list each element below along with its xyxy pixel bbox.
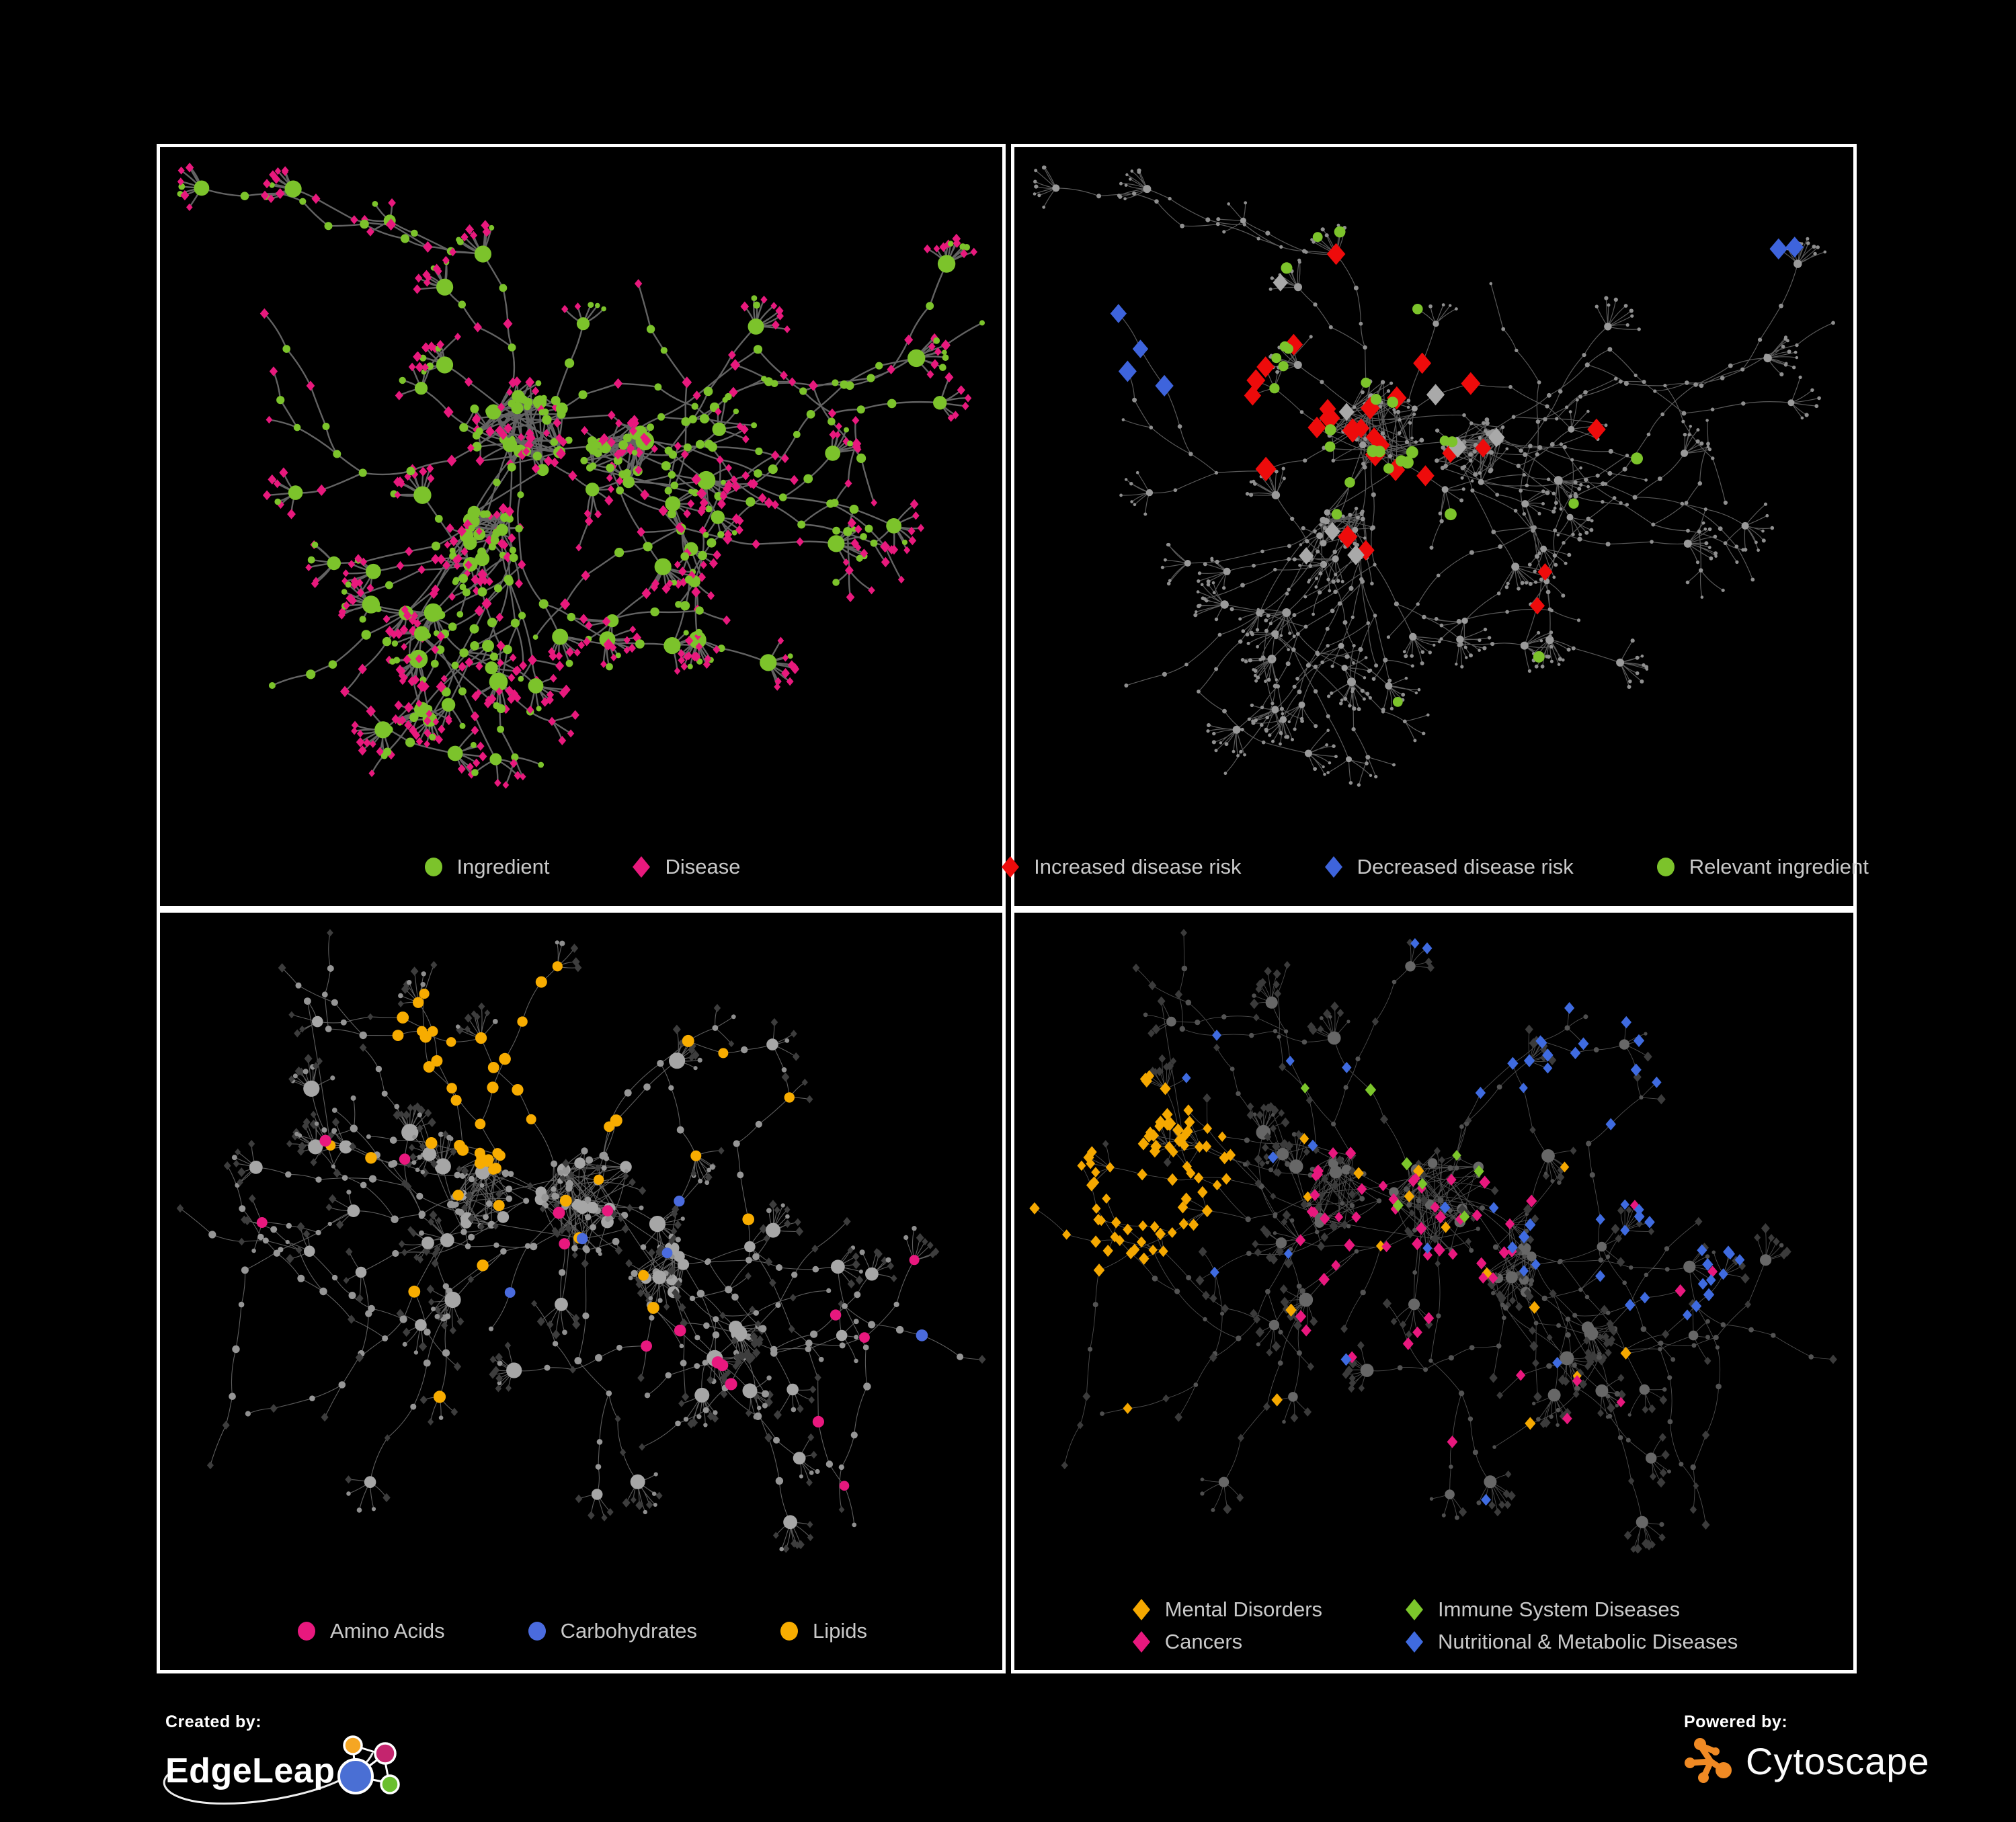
legend-bottom-left: Amino Acids Carbohydrates Lipids: [160, 1619, 1002, 1643]
edgeleap-wordmark: EdgeLeap: [165, 1751, 335, 1790]
legend-item-disease: Disease: [630, 855, 740, 879]
legend-swatch-diamond-icon: [1002, 856, 1020, 878]
legend-swatch-diamond-icon: [1324, 856, 1342, 878]
legend-item-label: Increased disease risk: [1034, 855, 1242, 878]
cytoscape-wordmark: Cytoscape: [1746, 1739, 1930, 1782]
legend-item-label: Nutritional & Metabolic Diseases: [1438, 1630, 1738, 1653]
legend-item-lipids: Lipids: [778, 1619, 867, 1643]
powered-by-label: Powered by:: [1684, 1712, 1788, 1731]
legend-swatch-circle-icon: [528, 1622, 546, 1641]
legend-item-relevant-ingredient: Relevant ingredient: [1654, 855, 1869, 879]
legend-swatch-diamond-icon: [1132, 1599, 1150, 1620]
legend-item-label: Carbohydrates: [560, 1619, 697, 1643]
legend-item-label: Decreased disease risk: [1357, 855, 1574, 878]
legend-top-right: Increased disease risk Decreased disease …: [1002, 855, 1869, 879]
legend-swatch-diamond-icon: [1132, 1631, 1150, 1653]
legend-item-label: Amino Acids: [330, 1619, 445, 1643]
legend-bottom-right: Mental Disorders Immune System Diseases Ca…: [1014, 1598, 1853, 1654]
legend-item-label: Cancers: [1164, 1630, 1243, 1653]
panel-ingredient-disease: Ingredient Disease: [157, 144, 1006, 909]
legend-item-amino-acids: Amino Acids: [295, 1619, 445, 1643]
legend-item-decreased-disease-risk: Decreased disease risk: [1322, 855, 1574, 879]
legend-item-ingredient: Ingredient: [422, 855, 550, 879]
legend-swatch-diamond-icon: [633, 856, 651, 878]
legend-swatch-diamond-icon: [1406, 1599, 1424, 1620]
legend-item-increased-disease-risk: Increased disease risk: [999, 855, 1242, 879]
legend-item-label: Immune System Diseases: [1438, 1598, 1681, 1621]
network-graph-ingredient-disease: [177, 163, 985, 789]
cytoscape-logo-icon: [1685, 1738, 1732, 1783]
legend-item-label: Disease: [665, 855, 741, 878]
panel-disease-classes: Mental Disorders Immune System Diseases Ca…: [1011, 909, 1857, 1673]
network-graph-disease-risk: [1033, 165, 1835, 787]
legend-item-carbohydrates: Carbohydrates: [526, 1619, 697, 1643]
legend-top-left: Ingredient Disease: [160, 855, 1002, 879]
legend-item-immune-system-diseases: Immune System Diseases: [1403, 1598, 1680, 1622]
edgeleap-logo-icon: [337, 1735, 400, 1794]
legend-swatch-diamond-icon: [1406, 1631, 1424, 1653]
legend-swatch-circle-icon: [1656, 858, 1675, 876]
legend-item-nutritional-metabolic-diseases: Nutritional & Metabolic Diseases: [1403, 1630, 1738, 1654]
legend-item-cancers: Cancers: [1130, 1630, 1242, 1654]
created-by-label: Created by:: [165, 1712, 262, 1731]
network-graph-ingredient-classes: [176, 929, 986, 1553]
legend-item-label: Mental Disorders: [1164, 1598, 1323, 1621]
panel-ingredient-classes: Amino Acids Carbohydrates Lipids: [157, 909, 1006, 1673]
panel-disease-risk: Increased disease risk Decreased disease …: [1002, 144, 1869, 909]
legend-swatch-circle-icon: [298, 1622, 316, 1641]
legend-item-mental-disorders: Mental Disorders: [1130, 1598, 1322, 1622]
created-by-block: Created by: EdgeLeap: [163, 1712, 448, 1807]
legend-swatch-circle-icon: [780, 1622, 798, 1641]
network-graph-disease-classes: [1029, 929, 1837, 1554]
legend-item-label: Relevant ingredient: [1689, 855, 1869, 878]
legend-swatch-circle-icon: [424, 858, 442, 876]
legend-item-label: Lipids: [812, 1619, 867, 1643]
legend-item-label: Ingredient: [456, 855, 550, 878]
powered-by-block: Powered by: Cytoscape: [1684, 1712, 1993, 1788]
